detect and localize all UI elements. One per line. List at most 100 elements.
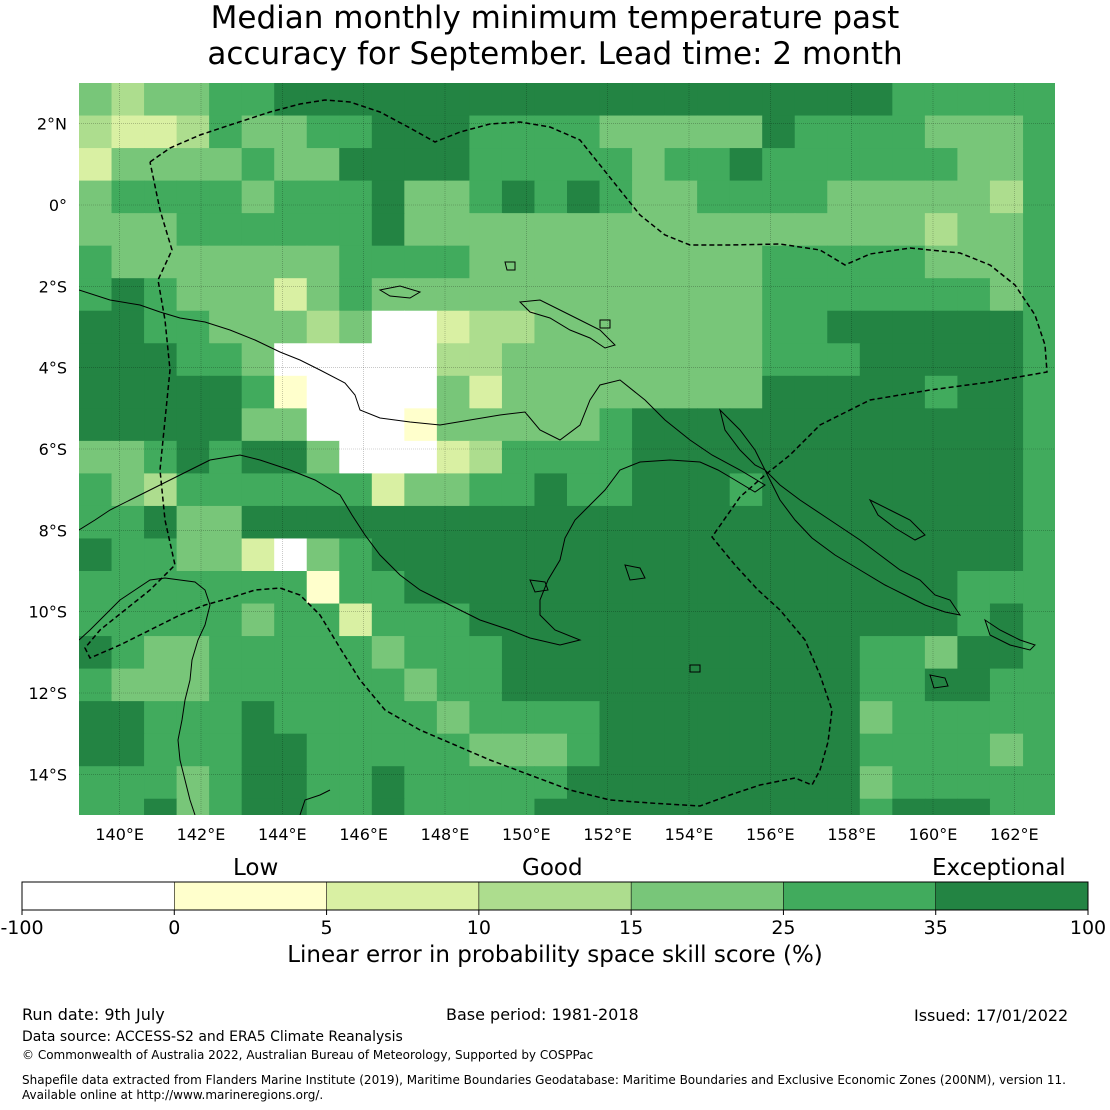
grid-cell xyxy=(762,473,796,507)
grid-cell xyxy=(989,701,1024,735)
colorbar-outline xyxy=(21,881,1089,911)
grid-cell xyxy=(827,440,861,474)
grid-cell xyxy=(176,505,210,540)
grid-cell xyxy=(534,310,568,344)
grid-cell xyxy=(274,798,308,815)
grid-cell xyxy=(697,473,731,507)
grid-cell xyxy=(176,636,210,670)
grid-cell xyxy=(436,571,470,605)
grid-cell xyxy=(664,733,698,767)
grid-cell xyxy=(762,733,796,767)
grid-cell xyxy=(697,180,731,214)
grid-cell xyxy=(501,473,536,507)
grid-cell xyxy=(697,571,731,605)
grid-cell xyxy=(371,473,405,507)
grid-cell xyxy=(404,408,438,442)
grid-cell xyxy=(892,310,926,344)
grid-cell xyxy=(892,473,926,507)
grid-cell xyxy=(892,375,926,409)
base-period: Base period: 1981-2018 xyxy=(446,1005,639,1024)
grid-cell xyxy=(892,701,926,735)
colorbar-segment xyxy=(174,882,328,910)
grid-cell xyxy=(404,636,438,670)
grid-cell xyxy=(339,245,373,279)
grid-cell xyxy=(339,180,373,214)
grid-cell xyxy=(371,213,405,247)
grid-cell xyxy=(599,701,633,735)
grid-cell xyxy=(729,701,763,735)
grid-cell xyxy=(111,343,145,377)
grid-cell xyxy=(501,440,536,474)
grid-cell xyxy=(307,831,340,864)
grid-cell xyxy=(79,83,113,117)
grid-cell xyxy=(241,733,275,767)
grid-cell xyxy=(762,343,796,377)
grid-cell xyxy=(144,831,177,864)
grid-cell xyxy=(567,668,601,702)
grid-cell xyxy=(762,538,796,572)
grid-cell xyxy=(567,440,601,474)
grid-cell xyxy=(176,603,210,637)
grid-cell xyxy=(79,538,113,572)
grid-cell xyxy=(924,538,958,572)
grid-cell xyxy=(404,278,438,312)
grid-cell xyxy=(827,603,861,637)
grid-cell xyxy=(209,571,243,605)
grid-cell xyxy=(209,798,243,815)
grid-cell xyxy=(469,440,503,474)
grid-cell xyxy=(567,538,601,572)
grid-cell xyxy=(664,571,698,605)
grid-cell xyxy=(501,115,536,149)
grid-cell xyxy=(924,636,958,670)
grid-cell xyxy=(957,245,991,279)
longitude-tick-label: 162°E xyxy=(990,825,1039,844)
grid-cell xyxy=(469,245,503,279)
grid-cell xyxy=(924,245,958,279)
grid-cell xyxy=(501,701,536,735)
grid-cell xyxy=(827,343,861,377)
grid-cell xyxy=(436,115,470,149)
grid-cell xyxy=(209,733,243,767)
grid-cell xyxy=(762,668,796,702)
grid-cell xyxy=(632,701,666,735)
grid-cell xyxy=(567,343,601,377)
grid-cell xyxy=(469,733,503,767)
grid-cell xyxy=(469,505,503,540)
grid-cell xyxy=(371,343,405,377)
grid-cell xyxy=(372,994,405,1027)
grid-cell xyxy=(176,83,210,117)
grid-cell xyxy=(404,180,438,214)
grid-cell xyxy=(274,994,307,1027)
grid-cell xyxy=(729,733,763,767)
grid-cell xyxy=(892,766,926,800)
grid-cell xyxy=(664,505,698,540)
latitude-tick-label: 10°S xyxy=(28,603,67,622)
grid-cell xyxy=(697,310,731,344)
grid-cell xyxy=(729,245,763,279)
grid-cell xyxy=(79,505,113,540)
grid-cell xyxy=(892,115,926,149)
grid-cell xyxy=(209,148,243,182)
grid-cell xyxy=(632,115,666,149)
grid-cell xyxy=(306,798,340,815)
grid-cell xyxy=(827,180,861,214)
grid-cell xyxy=(144,180,178,214)
grid-cell xyxy=(404,733,438,767)
grid-cell xyxy=(924,310,958,344)
grid-cell xyxy=(111,603,145,637)
grid-cell xyxy=(697,798,731,815)
grid-cell xyxy=(274,83,308,117)
grid-cell xyxy=(111,701,145,735)
grid-cell xyxy=(176,733,210,767)
grid-cell xyxy=(79,701,113,735)
grid-cell xyxy=(176,278,210,312)
grid-cell xyxy=(371,636,405,670)
grid-cell xyxy=(892,213,926,247)
grid-cell xyxy=(795,994,828,1027)
grid-cell xyxy=(859,310,893,344)
grid-cell xyxy=(501,733,536,767)
grid-cell xyxy=(729,375,763,409)
colorbar-segment xyxy=(935,882,1089,910)
grid-cell xyxy=(339,636,373,670)
grid-cell xyxy=(209,375,243,409)
